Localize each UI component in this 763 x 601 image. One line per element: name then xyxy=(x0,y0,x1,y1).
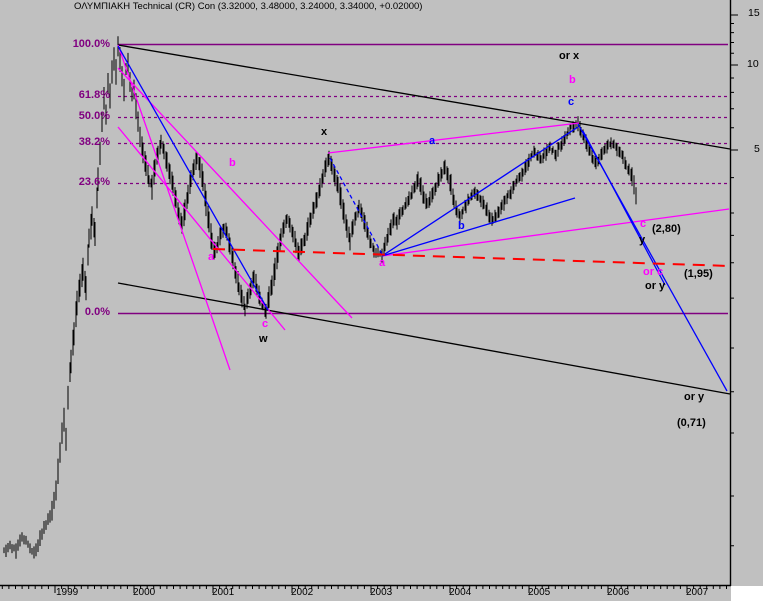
wave-label-y-13: y xyxy=(639,234,646,246)
magenta-wedge-lower xyxy=(381,208,730,257)
x-axis-year-2001: 2001 xyxy=(212,587,235,598)
wave-label-ory-16: or y xyxy=(645,280,666,292)
wave-label-b-1: b xyxy=(569,74,576,86)
wave-label-c-9: c xyxy=(262,318,269,330)
blue-b-support xyxy=(381,197,576,257)
wave-label-x-3: x xyxy=(321,126,328,138)
red-dashed-1-95-level xyxy=(212,248,731,267)
chart-title: ΟΛΥΜΠΙΑΚΗ Technical (CR) Con (3.32000, 3… xyxy=(74,1,423,12)
wave-label-w-10: w xyxy=(259,333,268,345)
blue-projection-short xyxy=(582,130,666,286)
y-axis-ticks xyxy=(730,14,738,547)
x-axis-ticks xyxy=(1,586,727,593)
magenta-wedge-upper xyxy=(327,122,580,154)
y-axis-label-15: 15 xyxy=(748,7,760,19)
fib-label-0.0%: 0.0% xyxy=(84,306,110,318)
wave-label-c-2: c xyxy=(568,96,575,108)
wave-label-071-18: (0,71) xyxy=(677,417,706,429)
fib-label-50.0%: 50.0% xyxy=(78,110,110,122)
blue-1999-peak-to-w-low xyxy=(117,45,269,311)
blue-a-to-2005-peak xyxy=(381,126,579,257)
wave-label-orc-14: or c xyxy=(643,266,664,278)
y-axis-label-5: 5 xyxy=(754,143,760,155)
blue-x-to-a-dashed xyxy=(329,157,383,255)
bottom-right-corner xyxy=(731,586,763,601)
x-axis-year-2005: 2005 xyxy=(528,587,551,598)
black-lower-support-line xyxy=(117,282,731,395)
magenta-decline-channel-left xyxy=(117,126,286,331)
x-axis-year-2003: 2003 xyxy=(370,587,393,598)
wave-label-a-8: a xyxy=(379,257,386,269)
x-axis-year-2004: 2004 xyxy=(449,587,472,598)
x-axis-year-2002: 2002 xyxy=(291,587,314,598)
x-axis-year-2007: 2007 xyxy=(686,587,709,598)
wave-label-c-11: c xyxy=(640,218,647,230)
wave-label-b-6: b xyxy=(229,157,236,169)
black-resistance-from-1999-peak xyxy=(117,44,731,150)
x-axis-year-1999: 1999 xyxy=(56,587,79,598)
fib-label-23.6%: 23.6% xyxy=(78,176,110,188)
wave-label-orx-0: or x xyxy=(559,50,580,62)
price-series xyxy=(3,36,637,559)
fib-label-100.0%: 100.0% xyxy=(72,38,110,50)
x-axis-year-2000: 2000 xyxy=(133,587,156,598)
fib-label-61.8%: 61.8% xyxy=(78,89,110,101)
fib-label-38.2%: 38.2% xyxy=(78,136,110,148)
y-axis-label-10: 10 xyxy=(747,58,759,70)
wave-label-b-5: b xyxy=(458,220,465,232)
wave-label-280-12: (2,80) xyxy=(652,223,681,235)
x-axis-year-2006: 2006 xyxy=(607,587,630,598)
magenta-decline-channel-right xyxy=(117,67,353,319)
wave-label-ory-17: or y xyxy=(684,391,705,403)
wave-label-a-7: a xyxy=(208,251,215,263)
wave-label-195-15: (1,95) xyxy=(684,268,713,280)
magenta-decline-fan-steep xyxy=(117,44,231,371)
wave-label-a-4: a xyxy=(429,135,436,147)
